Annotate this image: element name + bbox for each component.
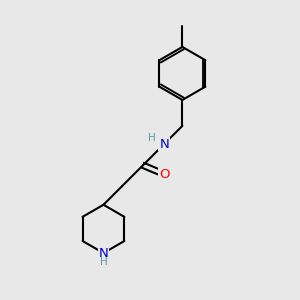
Text: H: H [100, 257, 107, 267]
Text: H: H [148, 133, 156, 143]
Text: N: N [159, 138, 169, 151]
Text: O: O [159, 168, 169, 181]
Text: N: N [99, 247, 108, 260]
